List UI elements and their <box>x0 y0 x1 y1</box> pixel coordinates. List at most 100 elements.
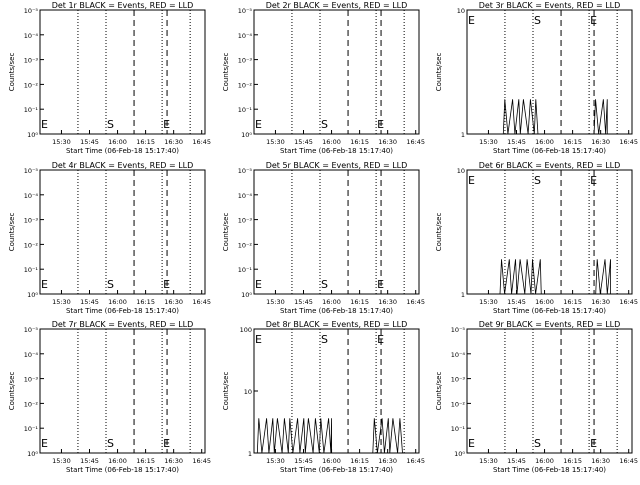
chart-panel-1: Det 1r BLACK = Events, RED = LLD 10⁰ 10⁻¹ 1… <box>8 1 211 155</box>
x-tick-label: 16:00 <box>108 138 127 146</box>
y-tick-label: 10⁻⁴ <box>24 351 39 359</box>
x-axis-label: Start Time (06-Feb-18 15:17:40) <box>280 147 393 155</box>
plot-frame <box>466 328 633 454</box>
chart-title: Det 7r BLACK = Events, RED = LLD <box>52 320 194 329</box>
time-marker-s: S <box>321 333 328 346</box>
time-marker-e: E <box>468 174 475 187</box>
x-tick-label: 16:30 <box>378 457 397 465</box>
time-marker-s: S <box>107 278 114 291</box>
chart-panel-3: Det 3r BLACK = Events, RED = LLD 1 10 Count… <box>435 1 638 155</box>
time-marker-e: E <box>377 278 384 291</box>
time-marker-e: E <box>41 118 48 131</box>
y-tick-label: 10⁻⁴ <box>24 192 39 200</box>
x-tick-label: 16:00 <box>535 457 554 465</box>
x-tick-label: 16:15 <box>136 457 155 465</box>
x-axis-label: Start Time (06-Feb-18 15:17:40) <box>280 307 393 315</box>
x-tick-label: 16:15 <box>350 298 369 306</box>
y-tick-label: 10⁻⁵ <box>24 7 39 15</box>
x-tick-label: 15:30 <box>266 138 285 146</box>
time-marker-e: E <box>163 118 170 131</box>
time-marker-e: E <box>377 333 384 346</box>
x-tick-label: 15:30 <box>52 138 71 146</box>
x-tick-label: 15:45 <box>507 298 526 306</box>
chart-title: Det 8r BLACK = Events, RED = LLD <box>266 320 408 329</box>
x-tick-label: 16:00 <box>322 138 341 146</box>
y-tick-label: 10⁰ <box>454 450 465 458</box>
x-tick-label: 15:30 <box>52 457 71 465</box>
plot-frame <box>466 169 633 295</box>
x-axis-label: Start Time (06-Feb-18 15:17:40) <box>493 147 606 155</box>
y-axis-label: Counts/sec <box>222 372 230 411</box>
x-tick-label: 16:45 <box>619 298 638 306</box>
time-marker-e: E <box>163 437 170 450</box>
y-tick-label: 10⁰ <box>241 291 252 299</box>
y-axis-label: Counts/sec <box>222 213 230 252</box>
y-tick-label: 10⁻³ <box>24 57 39 65</box>
y-axis-label: Counts/sec <box>435 53 443 92</box>
y-tick-label: 10⁻⁵ <box>24 167 39 175</box>
x-tick-label: 15:45 <box>80 298 99 306</box>
chart-panel-8: Det 8r BLACK = Events, RED = LLD 1 10 100 Co… <box>222 320 425 474</box>
event-spikes <box>499 259 542 295</box>
x-tick-label: 16:45 <box>192 457 211 465</box>
x-tick-label: 16:15 <box>563 138 582 146</box>
time-marker-e: E <box>41 437 48 450</box>
time-marker-s: S <box>321 118 328 131</box>
x-tick-label: 16:45 <box>619 138 638 146</box>
y-tick-label: 10⁻⁴ <box>451 351 466 359</box>
y-tick-label: 10⁻¹ <box>238 106 253 114</box>
y-tick-label: 10⁻³ <box>24 376 39 384</box>
y-tick-label: 10⁻² <box>238 241 253 249</box>
x-tick-label: 16:00 <box>535 298 554 306</box>
y-axis-label: Counts/sec <box>222 53 230 92</box>
time-marker-s: S <box>534 437 541 450</box>
event-spikes <box>372 418 403 454</box>
y-tick-label: 10⁰ <box>27 291 38 299</box>
event-spikes <box>593 99 608 135</box>
x-axis-label: Start Time (06-Feb-18 15:17:40) <box>493 307 606 315</box>
time-marker-s: S <box>107 437 114 450</box>
y-axis-label: Counts/sec <box>435 372 443 411</box>
time-marker-s: S <box>321 278 328 291</box>
x-axis-label: Start Time (06-Feb-18 15:17:40) <box>66 307 179 315</box>
chart-title: Det 4r BLACK = Events, RED = LLD <box>52 161 194 170</box>
x-axis-label: Start Time (06-Feb-18 15:17:40) <box>280 466 393 474</box>
y-tick-label: 10⁻² <box>24 81 39 89</box>
y-tick-label: 10⁰ <box>27 450 38 458</box>
y-tick-label: 1 <box>461 291 465 299</box>
y-tick-label: 10⁻¹ <box>238 266 253 274</box>
time-marker-e: E <box>468 437 475 450</box>
time-marker-s: S <box>107 118 114 131</box>
x-tick-label: 15:45 <box>294 457 313 465</box>
y-axis-label: Counts/sec <box>8 213 16 252</box>
y-tick-label: 1 <box>248 450 252 458</box>
plot-frame <box>253 9 420 135</box>
x-tick-label: 15:45 <box>507 457 526 465</box>
y-tick-label: 10⁻³ <box>238 217 253 225</box>
x-tick-label: 15:45 <box>294 298 313 306</box>
y-axis-label: Counts/sec <box>8 372 16 411</box>
chart-title: Det 6r BLACK = Events, RED = LLD <box>479 161 621 170</box>
x-tick-label: 16:00 <box>322 298 341 306</box>
chart-panel-2: Det 2r BLACK = Events, RED = LLD 10⁰ 10⁻¹ 1… <box>222 1 425 155</box>
x-tick-label: 16:30 <box>164 138 183 146</box>
x-tick-label: 16:45 <box>619 457 638 465</box>
y-tick-label: 10⁻³ <box>238 57 253 65</box>
x-tick-label: 16:30 <box>378 298 397 306</box>
x-tick-label: 16:00 <box>535 138 554 146</box>
plot-frame <box>39 9 206 135</box>
y-tick-label: 10⁻⁵ <box>24 326 39 334</box>
x-tick-label: 16:30 <box>164 298 183 306</box>
time-marker-s: S <box>534 174 541 187</box>
x-tick-label: 15:45 <box>294 138 313 146</box>
y-tick-label: 100 <box>240 326 252 334</box>
x-tick-label: 16:30 <box>591 138 610 146</box>
time-marker-e: E <box>377 118 384 131</box>
x-tick-label: 16:30 <box>591 298 610 306</box>
y-tick-label: 10 <box>457 167 465 175</box>
time-marker-e: E <box>255 333 262 346</box>
x-tick-label: 16:30 <box>378 138 397 146</box>
chart-title: Det 5r BLACK = Events, RED = LLD <box>266 161 408 170</box>
y-tick-label: 10⁻² <box>24 241 39 249</box>
